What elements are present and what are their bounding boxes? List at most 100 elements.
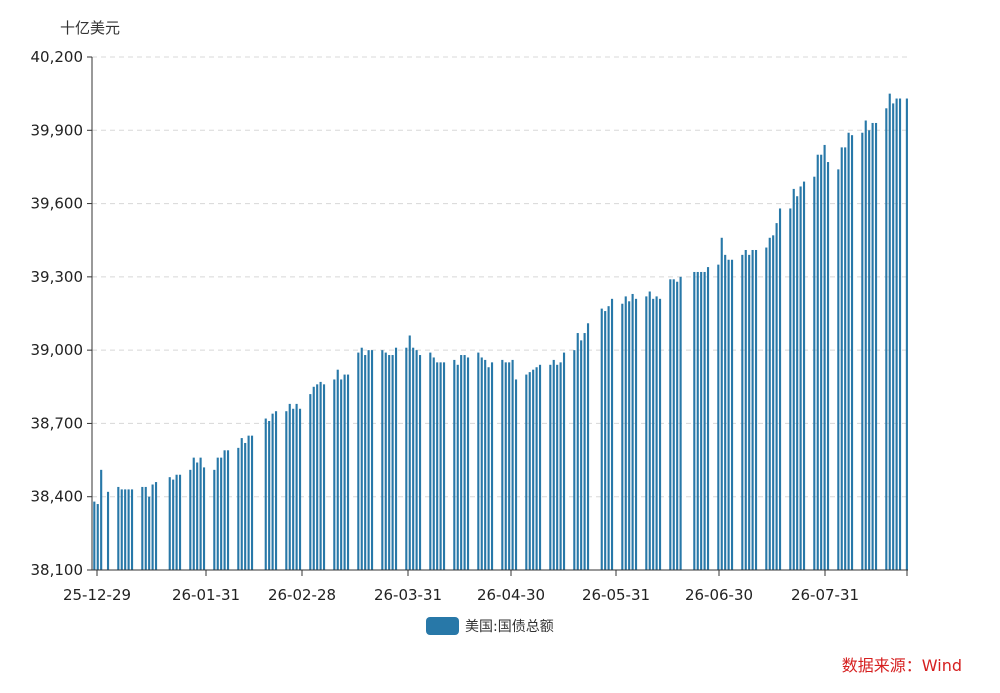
bar[interactable] — [168, 477, 171, 570]
bar[interactable] — [268, 420, 271, 570]
bar[interactable] — [264, 418, 267, 570]
bar[interactable] — [144, 486, 147, 570]
bar[interactable] — [874, 122, 878, 571]
bar[interactable] — [610, 298, 614, 570]
bar[interactable] — [789, 208, 792, 570]
bar[interactable] — [357, 352, 360, 570]
bar[interactable] — [394, 347, 398, 570]
bar[interactable] — [333, 379, 336, 570]
bar[interactable] — [724, 254, 727, 570]
bar[interactable] — [466, 357, 470, 570]
bar[interactable] — [696, 271, 699, 570]
bar[interactable] — [381, 350, 384, 570]
bar[interactable] — [408, 335, 411, 570]
bar[interactable] — [621, 303, 624, 570]
bar[interactable] — [556, 364, 559, 570]
bar[interactable] — [93, 501, 96, 570]
bar[interactable] — [288, 403, 291, 570]
bar[interactable] — [772, 235, 775, 570]
bar[interactable] — [442, 362, 446, 570]
bar[interactable] — [295, 403, 298, 570]
bar[interactable] — [460, 355, 463, 570]
bar[interactable] — [796, 196, 799, 571]
bar[interactable] — [706, 267, 710, 570]
bar[interactable] — [871, 122, 874, 571]
bar[interactable] — [124, 489, 127, 570]
bar[interactable] — [552, 359, 555, 570]
bar[interactable] — [271, 413, 274, 570]
bar[interactable] — [538, 364, 542, 570]
bar[interactable] — [511, 359, 514, 570]
bar[interactable] — [799, 186, 802, 570]
bar[interactable] — [741, 254, 744, 570]
bar[interactable] — [429, 352, 432, 570]
bar[interactable] — [309, 394, 312, 570]
bar[interactable] — [864, 120, 867, 570]
bar[interactable] — [322, 384, 326, 570]
bar[interactable] — [384, 352, 387, 570]
bar[interactable] — [727, 259, 730, 570]
bar[interactable] — [693, 271, 696, 570]
bar[interactable] — [514, 379, 518, 570]
bar[interactable] — [573, 350, 576, 570]
bar[interactable] — [844, 147, 847, 570]
bar[interactable] — [645, 296, 648, 570]
bar[interactable] — [751, 249, 754, 571]
bar[interactable] — [525, 374, 528, 570]
bar[interactable] — [220, 457, 223, 570]
legend[interactable]: 美国:国债总额 — [426, 616, 554, 636]
bar[interactable] — [631, 293, 634, 570]
bar[interactable] — [562, 352, 566, 570]
bar[interactable] — [580, 340, 583, 570]
bar[interactable] — [120, 489, 123, 570]
bar[interactable] — [172, 479, 175, 570]
bar[interactable] — [202, 467, 206, 570]
bar[interactable] — [370, 350, 374, 570]
bar[interactable] — [367, 350, 370, 570]
bar[interactable] — [775, 223, 778, 571]
bar[interactable] — [456, 364, 459, 570]
bar[interactable] — [549, 364, 552, 570]
bar[interactable] — [391, 355, 394, 570]
bar[interactable] — [508, 362, 511, 570]
bar[interactable] — [501, 359, 504, 570]
bar[interactable] — [700, 271, 703, 570]
bar[interactable] — [823, 144, 826, 570]
bar[interactable] — [703, 271, 706, 570]
bar[interactable] — [672, 279, 675, 570]
bar[interactable] — [388, 355, 391, 570]
bar[interactable] — [100, 469, 103, 570]
bar[interactable] — [436, 362, 439, 570]
bar[interactable] — [237, 447, 240, 570]
bar[interactable] — [490, 362, 494, 570]
bar[interactable] — [213, 469, 216, 570]
bar[interactable] — [285, 411, 288, 570]
bar[interactable] — [487, 367, 490, 570]
bar[interactable] — [148, 496, 151, 570]
bar[interactable] — [868, 130, 871, 571]
bar[interactable] — [192, 457, 195, 570]
bar[interactable] — [405, 347, 408, 570]
bar[interactable] — [905, 98, 908, 570]
bar[interactable] — [247, 435, 250, 570]
bar[interactable] — [360, 347, 363, 570]
bar[interactable] — [364, 355, 367, 570]
bar[interactable] — [240, 438, 243, 570]
bar[interactable] — [792, 188, 795, 570]
bar[interactable] — [343, 374, 346, 570]
bar[interactable] — [655, 296, 658, 570]
bar[interactable] — [196, 462, 199, 570]
bar[interactable] — [412, 347, 415, 570]
bar[interactable] — [223, 450, 226, 570]
bar[interactable] — [720, 237, 723, 570]
bar[interactable] — [432, 357, 435, 570]
bar[interactable] — [604, 311, 607, 570]
bar[interactable] — [151, 484, 154, 571]
bar[interactable] — [652, 298, 655, 570]
bar[interactable] — [813, 176, 816, 570]
bar[interactable] — [117, 486, 120, 570]
bar[interactable] — [768, 237, 771, 570]
bar[interactable] — [600, 308, 603, 570]
bar[interactable] — [189, 469, 192, 570]
bar[interactable] — [244, 442, 247, 570]
